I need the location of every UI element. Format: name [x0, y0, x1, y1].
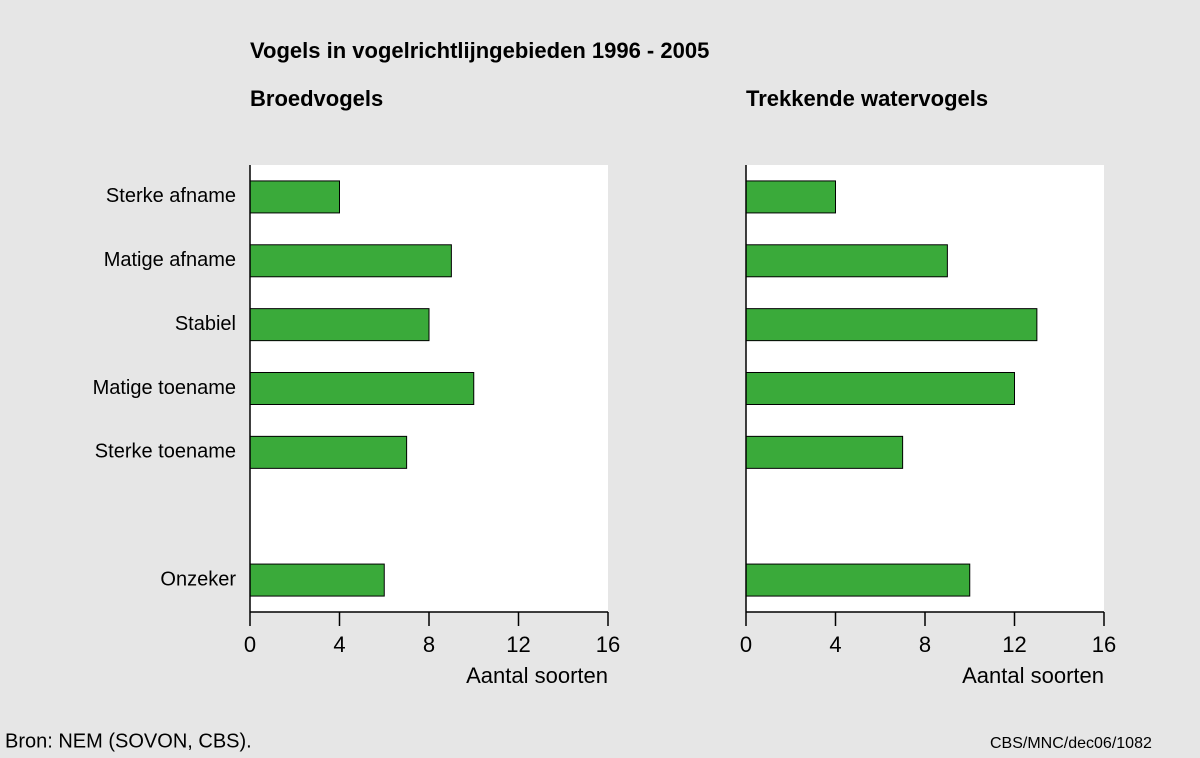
- y-tick-label: Matige afname: [104, 249, 236, 271]
- x-tick-label: 16: [1092, 632, 1116, 657]
- y-tick-label: Stabiel: [175, 313, 236, 335]
- y-tick-label: Matige toename: [93, 377, 236, 399]
- y-tick-label: Sterke toename: [95, 441, 236, 463]
- x-tick-label: 12: [1002, 632, 1026, 657]
- x-tick-label: 4: [829, 632, 841, 657]
- bar: [745, 563, 971, 597]
- x-tick-label: 8: [423, 632, 435, 657]
- x-tick-label: 0: [740, 632, 752, 657]
- x-tick-label: 12: [506, 632, 530, 657]
- bar: [249, 180, 340, 214]
- y-tick-label: Onzeker: [160, 568, 236, 590]
- panel-title: Broedvogels: [250, 86, 383, 111]
- chart-title: Vogels in vogelrichtlijngebieden 1996 - …: [250, 38, 709, 63]
- bar: [745, 308, 1038, 342]
- x-tick-label: 8: [919, 632, 931, 657]
- x-tick-label: 4: [333, 632, 345, 657]
- x-tick-label: 16: [596, 632, 620, 657]
- x-tick-label: 0: [244, 632, 256, 657]
- bar: [249, 244, 452, 278]
- bar: [249, 563, 385, 597]
- bar: [249, 372, 475, 405]
- x-axis-label: Aantal soorten: [962, 663, 1104, 688]
- panel-title: Trekkende watervogels: [746, 86, 988, 111]
- code: CBS/MNC/dec06/1082: [990, 735, 1152, 752]
- x-axis-label: Aantal soorten: [466, 663, 608, 688]
- bar: [745, 244, 948, 278]
- y-tick-label: Sterke afname: [106, 185, 236, 207]
- bar: [249, 435, 408, 469]
- source: Bron: NEM (SOVON, CBS).: [5, 730, 252, 752]
- bar: [745, 372, 1015, 405]
- bar: [249, 308, 430, 342]
- bar: [745, 435, 904, 469]
- bar: [745, 180, 836, 214]
